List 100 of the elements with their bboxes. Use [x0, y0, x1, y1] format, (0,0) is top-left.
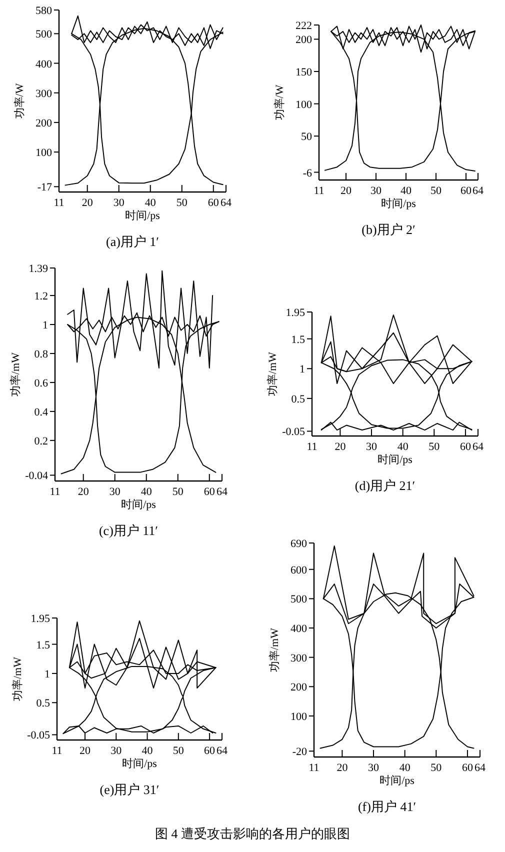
x-tick-label: 20 — [340, 185, 352, 197]
x-axis-title: 时间/ps — [378, 453, 412, 466]
text: (a)用户 1′ — [106, 234, 160, 249]
y-tick-label: 100 — [296, 98, 312, 111]
x-axis-title: 时间/ps — [125, 209, 160, 222]
x-tick-label: 11 — [54, 197, 64, 209]
x-tick-label: 11 — [52, 745, 62, 757]
y-tick-label: 690 — [290, 538, 308, 550]
x-tick-label: 40 — [399, 762, 411, 774]
x-axis-title: 时间/ps — [122, 757, 157, 770]
x-tick-label: 50 — [176, 197, 188, 209]
text: (b)用户 2′ — [362, 222, 416, 237]
y-tick-label: 222 — [296, 20, 312, 32]
y-tick-label: 0.6 — [34, 377, 48, 390]
y-tick-label: -0.04 — [25, 470, 48, 482]
x-tick-label: 11 — [306, 441, 318, 453]
x-tick-label: 11 — [308, 762, 320, 774]
x-tick-label: 64 — [220, 197, 232, 209]
x-tick-label: 40 — [144, 197, 156, 209]
y-tick-label: 500 — [36, 28, 52, 41]
x-tick-label: 30 — [113, 197, 125, 209]
x-tick-label: 20 — [78, 486, 90, 498]
y-tick-label: 1.5 — [291, 334, 306, 346]
y-tick-label: 1.2 — [34, 290, 48, 303]
y-axis-title: 功率/W — [273, 84, 286, 120]
x-axis-title: 时间/ps — [381, 197, 416, 210]
y-tick-label: -17 — [37, 182, 52, 194]
y-tick-label: 0.2 — [34, 435, 48, 448]
y-tick-label: 1.95 — [286, 307, 306, 319]
text: (f)用户 41′ — [358, 799, 416, 814]
x-tick-label: 60 — [208, 197, 220, 209]
y-tick-label: 200 — [36, 117, 52, 130]
y-tick-label: 1.39 — [28, 263, 48, 275]
y-tick-label: 500 — [290, 594, 308, 606]
y-tick-label: 200 — [296, 34, 312, 46]
x-tick-label: 60 — [204, 486, 216, 498]
text: (e)用户 31′ — [100, 782, 160, 797]
y-tick-label: 0.8 — [34, 348, 48, 360]
y-tick-label: 300 — [290, 652, 308, 664]
x-tick-label: 40 — [397, 441, 409, 453]
x-tick-label: 60 — [460, 441, 472, 453]
x-tick-label: 40 — [142, 745, 154, 757]
x-tick-label: 64 — [216, 486, 228, 498]
x-tick-label: 20 — [82, 197, 94, 209]
y-axis-title: 功率/mW — [266, 351, 279, 396]
x-tick-label: 40 — [400, 185, 412, 197]
x-tick-label: 11 — [314, 185, 324, 197]
y-tick-label: 100 — [290, 710, 308, 723]
y-tick-label: 0.4 — [34, 406, 48, 418]
y-tick-label: 100 — [36, 147, 52, 160]
x-tick-label: 20 — [80, 745, 92, 757]
x-axis-title: 时间/ps — [121, 498, 156, 511]
y-tick-label: -0.05 — [27, 730, 50, 742]
x-axis-title: 时间/ps — [380, 774, 414, 787]
x-tick-label: 60 — [204, 745, 216, 757]
y-tick-label: 200 — [290, 682, 308, 694]
y-tick-label: 0.5 — [36, 698, 50, 710]
y-tick-label: 50 — [301, 131, 312, 144]
y-axis-title: 功率/mW — [11, 656, 24, 701]
x-tick-label: 11 — [50, 486, 60, 498]
y-tick-label: -20 — [292, 746, 308, 758]
x-tick-label: 30 — [366, 441, 378, 453]
y-tick-label: 600 — [290, 564, 308, 576]
y-tick-label: 1.5 — [36, 639, 50, 652]
y-tick-label: 0.5 — [291, 393, 306, 406]
y-tick-label: 1.95 — [30, 613, 50, 625]
text: (c)用户 11′ — [98, 523, 158, 538]
x-tick-label: 60 — [460, 185, 472, 197]
y-tick-label: 1 — [44, 668, 50, 680]
x-tick-label: 50 — [428, 441, 440, 453]
y-axis-title: 功率/mW — [9, 352, 22, 396]
text: (d)用户 21′ — [354, 478, 416, 493]
y-tick-label: -6 — [302, 167, 312, 180]
x-tick-label: 40 — [140, 486, 152, 498]
x-tick-label: 30 — [109, 486, 121, 498]
x-tick-label: 64 — [472, 185, 484, 197]
x-tick-label: 30 — [368, 762, 380, 774]
y-tick-label: 400 — [290, 623, 308, 636]
x-tick-label: 50 — [172, 745, 184, 757]
x-tick-label: 64 — [472, 441, 484, 453]
text: 图 4 遭受攻击影响的各用户的眼图 — [155, 826, 350, 841]
y-tick-label: 300 — [36, 88, 52, 100]
x-tick-label: 30 — [370, 185, 382, 197]
y-tick-label: 580 — [36, 5, 52, 17]
y-tick-label: 1 — [300, 364, 305, 376]
x-tick-label: 50 — [430, 762, 442, 774]
y-tick-label: -0.05 — [282, 426, 306, 438]
x-tick-label: 50 — [172, 486, 184, 498]
x-tick-label: 20 — [336, 762, 348, 774]
x-tick-label: 64 — [216, 745, 228, 757]
y-tick-label: 400 — [36, 58, 52, 70]
y-axis-title: 功率/W — [13, 82, 26, 119]
x-tick-label: 50 — [430, 185, 442, 197]
y-tick-label: 1 — [42, 320, 48, 332]
x-tick-label: 64 — [474, 762, 486, 774]
x-tick-label: 30 — [110, 745, 122, 757]
x-tick-label: 60 — [462, 762, 474, 774]
y-tick-label: 150 — [296, 66, 312, 78]
y-axis-title: 功率/mW — [268, 627, 281, 672]
x-tick-label: 20 — [334, 441, 346, 453]
